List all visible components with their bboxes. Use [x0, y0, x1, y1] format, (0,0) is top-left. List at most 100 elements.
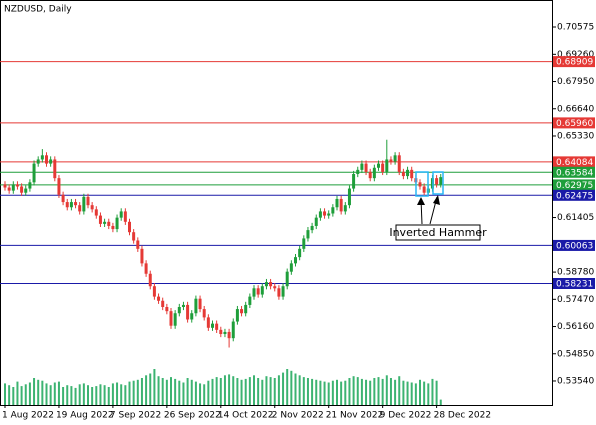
volume-bar [423, 381, 426, 405]
volume-bar [348, 378, 351, 405]
candle-body [111, 225, 115, 230]
y-tick-label: 0.69260 [557, 50, 594, 60]
annotation-box [395, 224, 481, 241]
volume-bar [82, 383, 85, 405]
x-tick-label: 21 Nov 2022 [326, 411, 384, 421]
y-tick-label: 0.58780 [557, 268, 594, 278]
volume-bar [132, 380, 135, 405]
x-tick-label: 9 Dec 2022 [380, 411, 432, 421]
candle-body [281, 286, 285, 297]
candle-body [169, 311, 173, 326]
volume-bar [269, 377, 272, 405]
volume-bar [12, 387, 15, 405]
volume-bar [410, 382, 413, 405]
candle-body [401, 171, 405, 177]
candle-body [136, 240, 140, 249]
candle-body [364, 163, 368, 172]
candle-body [240, 309, 244, 314]
level-label: 0.64084 [556, 158, 593, 168]
candle-body [347, 188, 351, 206]
volume-bar [385, 375, 388, 405]
candle-body [157, 296, 161, 301]
volume-bar [257, 378, 260, 405]
candle-body [140, 248, 144, 264]
volume-bar [352, 376, 355, 405]
volume-bar [219, 378, 222, 405]
candle-body [294, 257, 297, 264]
candle-body [352, 174, 356, 189]
volume-bar [302, 377, 305, 405]
candle-body [223, 331, 227, 335]
volume-bar [373, 378, 376, 405]
volume-bar [211, 378, 214, 405]
candle-body [211, 323, 214, 328]
volume-bar [16, 381, 19, 405]
arrow-head [417, 197, 425, 205]
volume-bar [414, 383, 417, 405]
candle-body [435, 178, 439, 185]
volume-bar [57, 381, 60, 405]
candle-body [335, 198, 339, 208]
volume-bar [294, 373, 297, 405]
volume-bar [91, 387, 94, 405]
candle-body [69, 202, 73, 208]
volume-bar [95, 386, 98, 405]
candle-body [368, 171, 372, 179]
candle-body [331, 207, 335, 214]
candle-body [231, 321, 235, 339]
candle-body [202, 309, 206, 318]
volume-bar [439, 399, 442, 405]
x-tick-label: 28 Dec 2022 [434, 411, 492, 421]
volume-bar [186, 378, 189, 405]
candle-body [119, 211, 123, 218]
y-tick-label: 0.57470 [557, 295, 594, 305]
volume-bar [145, 375, 148, 405]
volume-bar [78, 384, 81, 405]
volume-bar [49, 385, 52, 405]
volume-bar [70, 386, 73, 405]
candle-body [381, 163, 385, 172]
candle-body [215, 323, 219, 330]
candle-body [186, 304, 190, 320]
x-tick-label: 19 Aug 2022 [56, 411, 114, 421]
volume-bar [306, 378, 309, 405]
arrow-head [433, 195, 440, 205]
candle-body [49, 159, 53, 164]
candle-body [123, 211, 127, 222]
candle-body [372, 167, 376, 179]
candle-body [40, 155, 44, 160]
volume-bar [140, 378, 143, 405]
volume-bar [33, 378, 36, 405]
candle-body [389, 159, 393, 162]
candle-body [53, 159, 57, 179]
volume-bar [389, 378, 392, 405]
y-tick-label: 0.65330 [557, 131, 594, 141]
candle-body [314, 217, 318, 226]
volume-bar [331, 380, 334, 405]
volume-bar [377, 377, 380, 405]
candle-body [20, 186, 24, 193]
plot-frame [0, 0, 553, 406]
candle-body [45, 155, 48, 164]
candle-body [32, 163, 36, 183]
volume-bar [402, 380, 405, 405]
volume-bar [153, 369, 156, 405]
volume-bar [398, 376, 401, 405]
candle-body [65, 202, 69, 208]
volume-bar [435, 380, 438, 405]
candle-body [248, 296, 252, 305]
volume-bar [215, 377, 218, 405]
candle-body [181, 304, 185, 308]
candle-body [115, 217, 119, 230]
volume-bar [161, 378, 164, 405]
volume-bar [107, 387, 110, 405]
volume-bar [170, 377, 172, 405]
volume-bar [120, 384, 123, 405]
volume-bar [62, 387, 65, 405]
volume-bar [365, 379, 368, 405]
level-label-box [553, 156, 595, 168]
candle-body [422, 186, 426, 193]
candle-body [57, 178, 61, 195]
level-label: 0.58231 [556, 280, 593, 290]
